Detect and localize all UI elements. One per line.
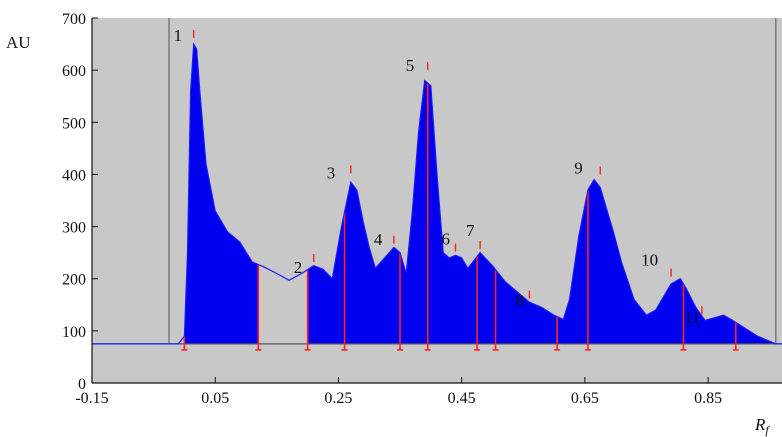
- x-tick-label-1: 0.05: [201, 390, 229, 407]
- y-tick-label-400: 400: [62, 167, 86, 184]
- x-tick-label-3: 0.45: [448, 390, 476, 407]
- x-tick-label-2: 0.25: [324, 390, 352, 407]
- peak-label-10: 10: [641, 251, 658, 270]
- peak-label-9: 9: [574, 158, 583, 177]
- trace-layer: [92, 42, 782, 345]
- peak-label-2: 2: [294, 258, 303, 277]
- trace-line: [92, 42, 782, 345]
- peak-label-layer: 1 2 3 4 5 6 7 8 9 10 11: [174, 26, 703, 327]
- y-tick-label-200: 200: [62, 272, 86, 289]
- x-axis-title: Rf: [754, 415, 770, 437]
- peak-fill-region-1: [184, 44, 259, 344]
- peak-fill-layer: [92, 18, 782, 345]
- peak-label-1: 1: [174, 26, 183, 45]
- peak-label-4: 4: [374, 230, 383, 249]
- y-tick-label-0: 0: [78, 376, 86, 393]
- x-tick-label-0: -0.15: [75, 390, 108, 407]
- x-axis-title-subscript: f: [765, 423, 770, 437]
- y-tick-label-700: 700: [62, 11, 86, 28]
- y-tick-layer: 0 100 200 300 400 500 600 700: [62, 11, 98, 393]
- x-tick-label-5: 0.85: [694, 390, 722, 407]
- peak-label-8: 8: [515, 291, 524, 310]
- x-tick-layer: -0.15 0.05 0.25 0.45 0.65 0.85: [75, 377, 722, 407]
- x-axis-title-main: R: [754, 415, 766, 434]
- y-tick-label-600: 600: [62, 63, 86, 80]
- y-tick-label-300: 300: [62, 220, 86, 237]
- peak-label-6: 6: [441, 230, 450, 249]
- y-axis-title: AU: [6, 33, 31, 52]
- y-tick-label-100: 100: [62, 324, 86, 341]
- y-tick-label-500: 500: [62, 115, 86, 132]
- peak-label-11: 11: [684, 308, 700, 327]
- peak-label-5: 5: [406, 56, 415, 75]
- peak-label-7: 7: [466, 221, 475, 240]
- peak-label-3: 3: [327, 163, 336, 182]
- x-tick-label-4: 0.65: [571, 390, 599, 407]
- segment-marker-layer: [181, 83, 739, 351]
- peak-fill-region-2: [307, 80, 776, 344]
